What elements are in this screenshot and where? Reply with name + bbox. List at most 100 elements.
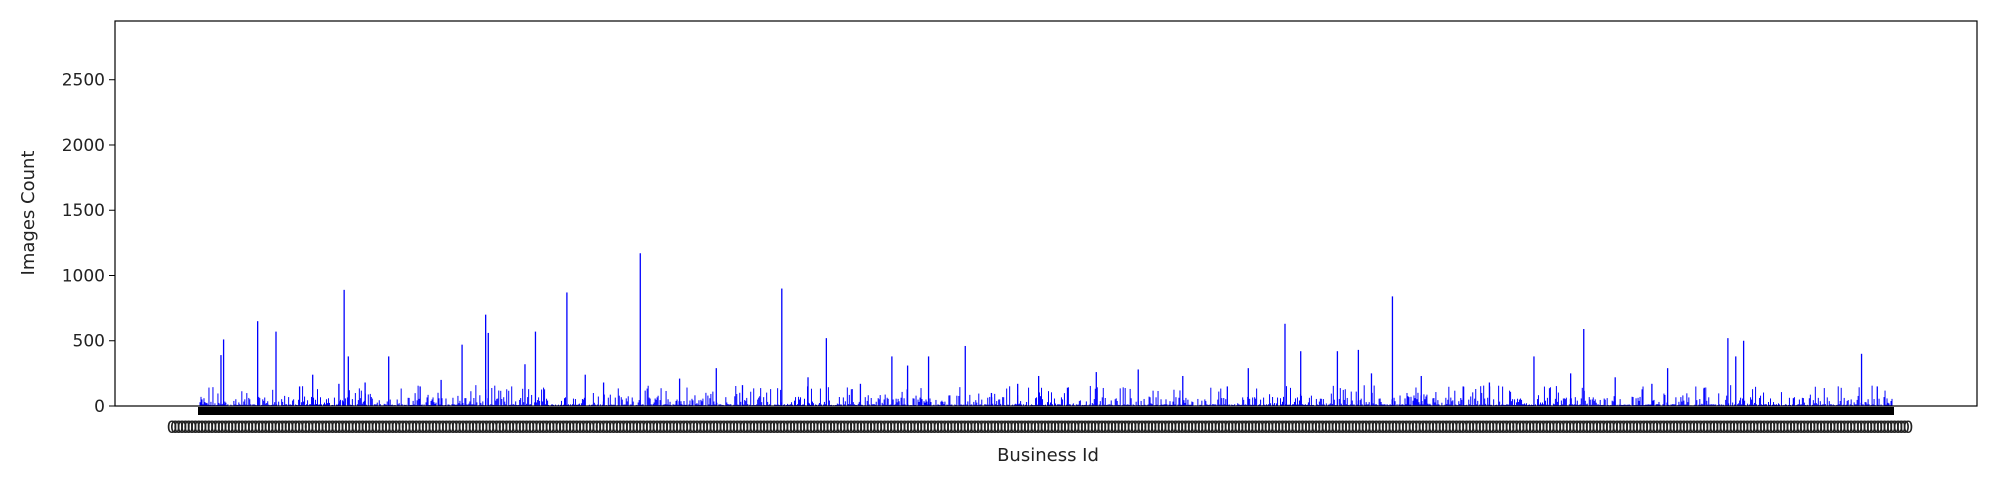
x-tick-label: 0 [949,418,960,438]
x-tick-label: 0 [555,418,566,438]
x-tick-label: 0 [625,418,636,438]
x-tick-label: 0 [458,418,469,438]
x-tick-label: 0 [1809,418,1820,438]
x-tick-label: 0 [909,418,920,438]
x-tick-label: 0 [1317,418,1328,438]
x-tick-label: 0 [1508,418,1519,438]
x-tick-label: 0 [792,418,803,438]
x-tick-label: 0 [635,418,646,438]
x-tick-label: 0 [899,418,910,438]
x-tick-label: 0 [1307,418,1318,438]
x-tick-label: 0 [1321,418,1332,438]
x-tick-label: 0 [404,418,415,438]
x-tick-label: 0 [648,418,659,438]
x-tick-label: 0 [718,418,729,438]
x-tick-label: 0 [638,418,649,438]
x-tick-label: 0 [739,418,750,438]
x-tick-label: 0 [1244,418,1255,438]
x-tick-label: 0 [371,418,382,438]
x-tick-label: 0 [601,418,612,438]
x-tick-label: 0 [270,418,281,438]
x-tick-label: 0 [1772,418,1783,438]
x-tick-label: 0 [759,418,770,438]
x-tick-label: 0 [1040,418,1051,438]
x-tick-label: 0 [1581,418,1592,438]
x-tick-label: 0 [1036,418,1047,438]
x-tick-label: 0 [976,418,987,438]
x-tick-label: 0 [1280,418,1291,438]
x-tick-label: 0 [217,418,228,438]
x-tick-label: 0 [1889,418,1900,438]
x-tick-label: 0 [986,418,997,438]
x-tick-label: 0 [1802,418,1813,438]
x-tick-label: 0 [534,418,545,438]
x-tick-label: 0 [1227,418,1238,438]
x-tick-label: 0 [177,418,188,438]
x-tick-label: 0 [755,418,766,438]
x-tick-label: 0 [989,418,1000,438]
x-tick-label: 0 [1130,418,1141,438]
x-tick-label: 0 [267,418,278,438]
x-tick-label: 0 [1434,418,1445,438]
x-tick-label: 0 [1511,418,1522,438]
x-tick-label: 0 [598,418,609,438]
x-tick-label: 0 [615,418,626,438]
x-tick-label: 0 [1618,418,1629,438]
x-tick-label: 0 [668,418,679,438]
x-tick-label: 0 [1207,418,1218,438]
x-tick-label: 0 [1431,418,1442,438]
x-tick-label: 0 [1491,418,1502,438]
x-tick-label: 0 [1314,418,1325,438]
x-tick-label: 0 [558,418,569,438]
x-tick-label: 0 [1471,418,1482,438]
x-tick-label: 0 [1234,418,1245,438]
x-tick-label: 0 [531,418,542,438]
x-tick-label: 0 [394,418,405,438]
x-tick-label: 0 [1568,418,1579,438]
x-tick-label: 0 [672,418,683,438]
x-tick-label: 0 [1063,418,1074,438]
x-tick-label: 0 [424,418,435,438]
y-tick-label: 500 [73,332,105,352]
y-tick-label: 2000 [62,136,105,156]
x-tick-label: 0 [1625,418,1636,438]
x-tick-label: 0 [1692,418,1703,438]
x-tick-label: 0 [1224,418,1235,438]
x-tick-label: 0 [1615,418,1626,438]
x-tick-label: 0 [665,418,676,438]
x-tick-label: 0 [1819,418,1830,438]
x-tick-label: 0 [795,418,806,438]
x-tick-label: 0 [1414,418,1425,438]
x-tick-label: 0 [919,418,930,438]
x-tick-label: 0 [969,418,980,438]
x-tick-label: 0 [765,418,776,438]
x-tick-label: 0 [1354,418,1365,438]
x-tick-label: 0 [1598,418,1609,438]
x-tick-label: 0 [802,418,813,438]
x-tick-label: 0 [1632,418,1643,438]
x-tick-label: 0 [1846,418,1857,438]
x-tick-label: 0 [1494,418,1505,438]
x-tick-label: 0 [1290,418,1301,438]
x-tick-label: 0 [1732,418,1743,438]
x-tick-label: 0 [1448,418,1459,438]
x-tick-label: 0 [1705,418,1716,438]
x-tick-label: 0 [468,418,479,438]
x-tick-label: 0 [1702,418,1713,438]
x-tick-label: 0 [167,418,178,438]
x-tick-label: 0 [852,418,863,438]
x-tick-label: 0 [290,418,301,438]
x-tick-label: 0 [1070,418,1081,438]
x-tick-label: 0 [856,418,867,438]
x-tick-label: 0 [815,418,826,438]
x-tick-label: 0 [1842,418,1853,438]
x-tick-label: 0 [1160,418,1171,438]
x-tick-label: 0 [996,418,1007,438]
x-tick-label: 0 [1464,418,1475,438]
x-tick-label: 0 [347,418,358,438]
x-tick-label: 0 [1140,418,1151,438]
x-tick-label: 0 [575,418,586,438]
x-tick-label: 0 [230,418,241,438]
x-tick-label: 0 [725,418,736,438]
x-tick-label: 0 [1739,418,1750,438]
